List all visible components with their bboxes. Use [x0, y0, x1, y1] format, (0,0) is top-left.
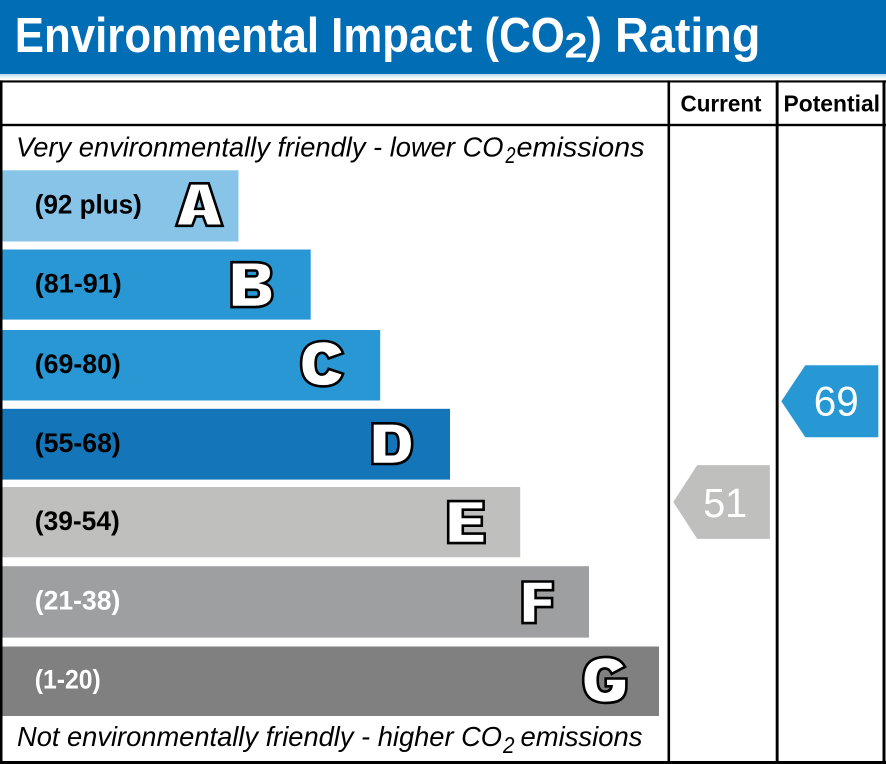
svg-text:69: 69 [814, 378, 859, 425]
svg-text:(69-80): (69-80) [35, 349, 121, 379]
svg-text:emissions: emissions [517, 132, 645, 163]
svg-text:emissions: emissions [521, 721, 643, 752]
svg-text:Current: Current [681, 91, 762, 117]
svg-text:Environmental Impact (CO: Environmental Impact (CO [15, 9, 565, 63]
svg-text:(55-68): (55-68) [35, 428, 121, 458]
svg-text:Very environmentally friendly: Very environmentally friendly - lower CO [16, 132, 504, 163]
svg-text:(81-91): (81-91) [35, 268, 122, 298]
svg-text:2: 2 [565, 26, 588, 66]
svg-text:2: 2 [505, 142, 516, 168]
svg-text:(1-20): (1-20) [35, 664, 101, 694]
svg-text:(39-54): (39-54) [35, 506, 120, 536]
svg-text:2: 2 [502, 732, 515, 758]
svg-text:Not environmentally friendly -: Not environmentally friendly - higher CO [17, 721, 502, 752]
svg-text:Potential: Potential [784, 91, 881, 117]
svg-text:(92 plus): (92 plus) [35, 190, 142, 220]
svg-text:) Rating: ) Rating [587, 9, 761, 63]
svg-text:51: 51 [703, 480, 747, 526]
svg-text:(21-38): (21-38) [35, 586, 121, 616]
